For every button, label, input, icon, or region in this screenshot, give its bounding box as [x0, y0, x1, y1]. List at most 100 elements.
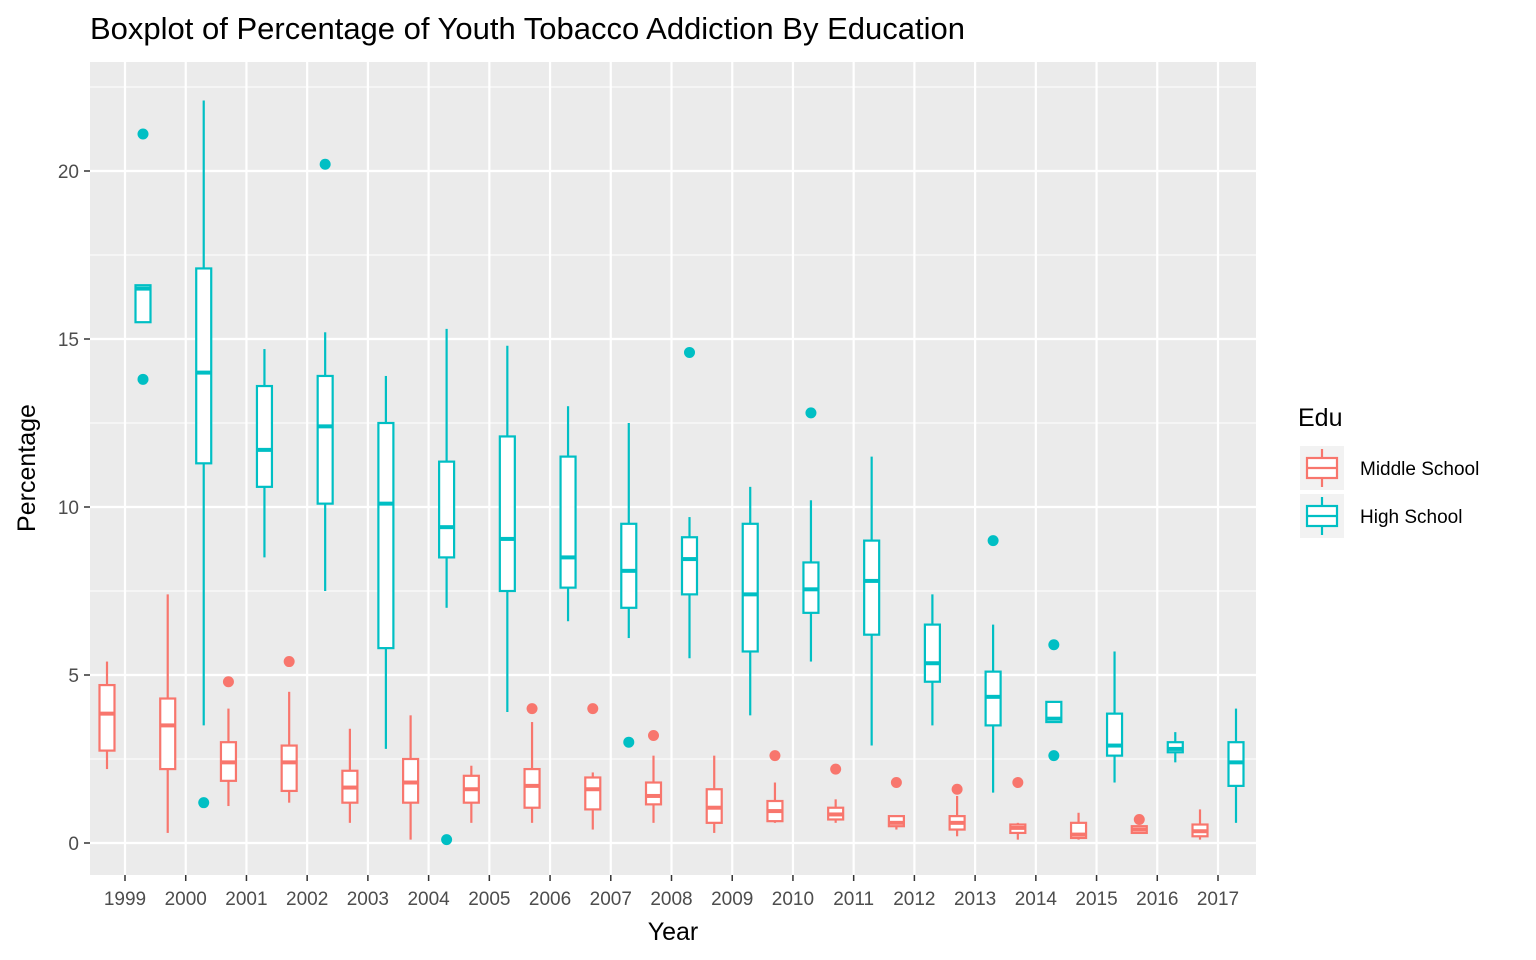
box-body	[644, 781, 663, 806]
outlier-point	[137, 373, 149, 385]
box-body	[280, 744, 298, 793]
legend-key-high-school	[1300, 494, 1344, 538]
box-body	[159, 697, 177, 771]
box	[1130, 813, 1148, 835]
outlier-point	[198, 797, 210, 809]
box	[523, 703, 541, 823]
box	[984, 535, 1002, 793]
box	[802, 407, 820, 662]
box	[98, 661, 116, 770]
series-high-school	[134, 100, 1245, 846]
outlier-point	[137, 128, 149, 140]
box-body	[134, 284, 152, 324]
box-body	[620, 522, 638, 609]
box	[923, 594, 941, 726]
legend: Edu Middle School High School	[1298, 404, 1479, 538]
outlier-point	[830, 763, 842, 775]
x-tick-label: 2000	[165, 889, 207, 910]
box	[559, 406, 577, 622]
legend-title: Edu	[1298, 404, 1342, 432]
box	[741, 486, 759, 716]
x-tick-label: 2013	[954, 889, 996, 910]
x-axis-title: Year	[648, 918, 699, 946]
box	[219, 676, 238, 807]
box	[159, 594, 177, 833]
x-tick-label: 2003	[347, 889, 389, 910]
outlier-point	[623, 736, 635, 748]
y-axis-ticks: 0 5 10 15 20	[58, 162, 90, 855]
y-tick-label: 10	[58, 498, 79, 519]
box	[280, 656, 298, 803]
legend-key-middle-school	[1300, 446, 1344, 490]
outlier-point	[648, 729, 659, 741]
box-series-layer	[98, 100, 1245, 846]
x-tick-label: 2014	[1015, 889, 1058, 910]
y-tick-label: 20	[58, 162, 79, 183]
box	[1069, 812, 1088, 840]
y-tick-label: 0	[68, 834, 79, 855]
outlier-point	[890, 777, 902, 789]
box-body	[98, 683, 116, 752]
x-tick-label: 2010	[772, 889, 814, 910]
outlier-point	[441, 834, 453, 846]
box	[680, 346, 699, 659]
y-axis-title: Percentage	[13, 404, 41, 532]
x-tick-label: 2007	[590, 889, 632, 910]
major-gridlines	[90, 62, 1256, 875]
x-tick-label: 2006	[529, 889, 571, 910]
box-body	[377, 421, 395, 650]
outlier-point	[587, 703, 599, 715]
outlier-point	[951, 783, 963, 795]
x-axis-ticks: 1999 2000 2001 2002 2003 2004 2005 2006 2007 2008…	[104, 875, 1239, 910]
box	[1045, 639, 1063, 762]
box-body	[584, 776, 602, 811]
box	[766, 750, 784, 823]
outlier-point	[684, 346, 695, 358]
x-tick-label: 2001	[225, 889, 267, 910]
outlier-point	[987, 535, 999, 547]
box	[134, 128, 152, 385]
box	[1166, 732, 1184, 763]
box	[1009, 777, 1027, 840]
outlier-point	[1048, 750, 1060, 762]
box	[1227, 708, 1245, 823]
chart-title: Boxplot of Percentage of Youth Tobacco A…	[90, 11, 965, 46]
box	[402, 715, 420, 840]
box	[377, 375, 395, 749]
box-body	[523, 767, 541, 809]
x-tick-label: 2004	[407, 889, 450, 910]
box	[584, 703, 602, 830]
outlier-point	[1048, 639, 1060, 651]
x-tick-label: 2002	[286, 889, 328, 910]
box	[863, 456, 881, 746]
x-tick-label: 2017	[1197, 889, 1239, 910]
outlier-point	[526, 703, 538, 715]
x-tick-label: 2008	[650, 889, 692, 910]
y-tick-label: 15	[58, 330, 79, 351]
box	[1191, 809, 1209, 840]
outlier-point	[805, 407, 817, 419]
box	[887, 777, 905, 830]
box-body	[680, 536, 699, 596]
outlier-point	[319, 158, 331, 170]
box	[438, 328, 456, 846]
box	[1105, 651, 1124, 783]
box	[620, 423, 638, 748]
x-tick-label: 2011	[833, 889, 874, 910]
box-body	[195, 267, 213, 465]
plot-panel	[90, 62, 1256, 875]
box-body	[255, 384, 274, 488]
box-body	[438, 460, 456, 559]
box-body	[498, 435, 516, 593]
outlier-point	[769, 750, 781, 762]
box	[948, 783, 966, 837]
box	[341, 728, 359, 823]
box	[644, 729, 663, 823]
box-body	[316, 374, 334, 505]
outlier-point	[222, 676, 234, 688]
x-tick-label: 2016	[1136, 889, 1178, 910]
x-tick-label: 1999	[104, 889, 146, 910]
box-body	[923, 623, 941, 683]
legend-label: Middle School	[1360, 459, 1479, 480]
